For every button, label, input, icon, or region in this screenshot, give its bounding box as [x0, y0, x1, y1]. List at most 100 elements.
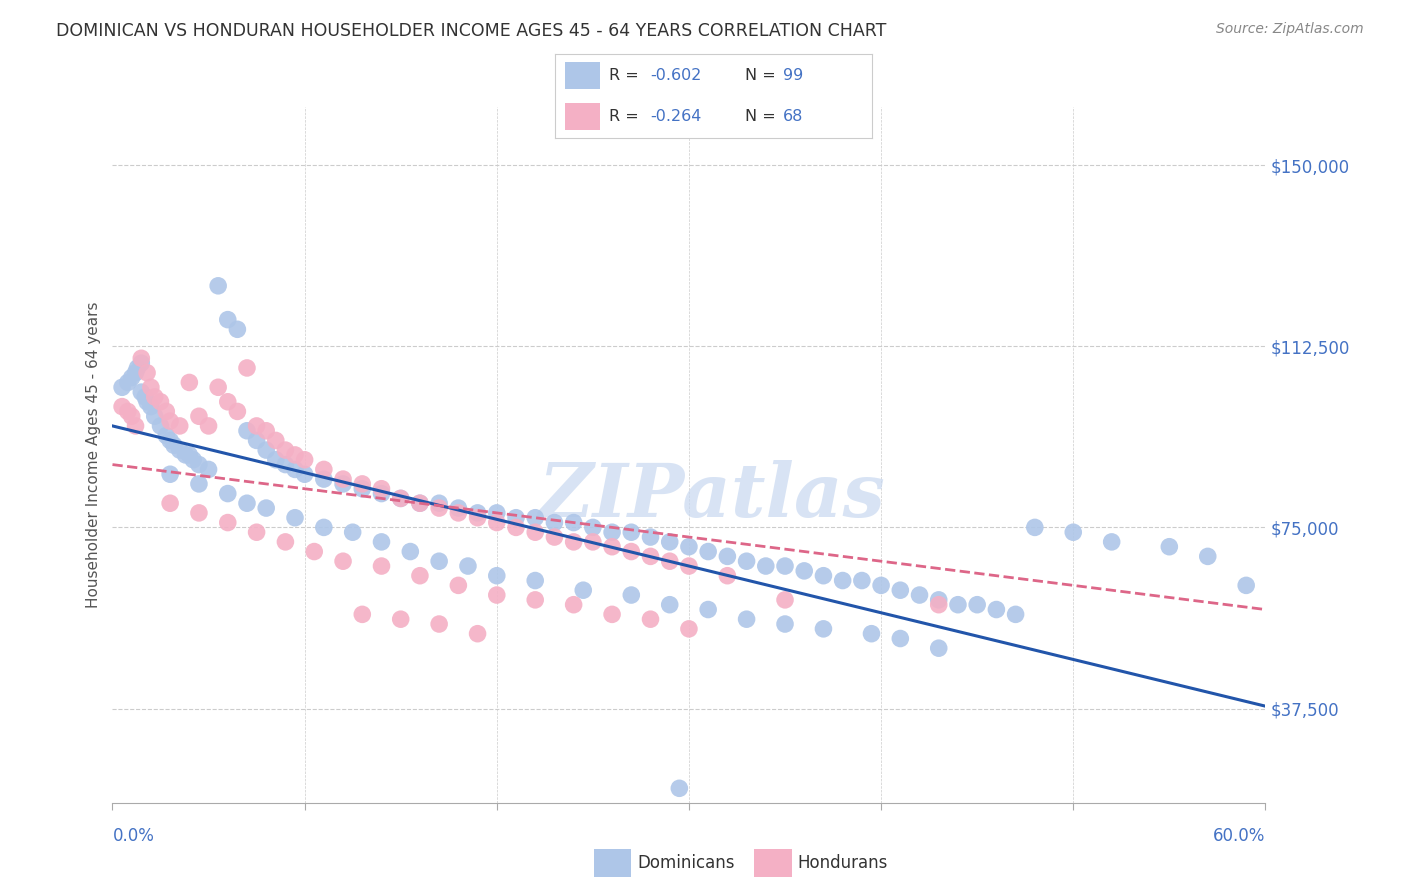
Point	[332, 476, 354, 491]
Point	[658, 598, 681, 612]
Point	[254, 443, 277, 458]
Point	[427, 554, 450, 568]
Text: ZIPatlas: ZIPatlas	[538, 460, 886, 533]
Point	[851, 574, 873, 588]
Text: N =: N =	[745, 68, 782, 83]
Text: R =: R =	[609, 109, 644, 124]
Text: 68: 68	[783, 109, 803, 124]
Point	[124, 419, 146, 434]
Point	[447, 506, 470, 520]
Point	[236, 424, 259, 438]
Point	[236, 361, 259, 376]
Point	[620, 544, 643, 558]
Y-axis label: Householder Income Ages 45 - 64 years: Householder Income Ages 45 - 64 years	[86, 301, 101, 608]
Point	[620, 525, 643, 540]
Point	[986, 602, 1008, 616]
Point	[127, 361, 149, 376]
Point	[467, 506, 489, 520]
Point	[562, 534, 585, 549]
Point	[457, 559, 479, 574]
Point	[134, 390, 156, 404]
Point	[121, 409, 143, 424]
Point	[524, 510, 547, 524]
Point	[813, 622, 835, 636]
Point	[274, 443, 297, 458]
Point	[966, 598, 988, 612]
Point	[181, 452, 204, 467]
Point	[409, 496, 432, 510]
Point	[352, 476, 374, 491]
Point	[117, 376, 139, 390]
Point	[813, 568, 835, 582]
Point	[169, 443, 191, 458]
Point	[312, 472, 335, 486]
Point	[524, 574, 547, 588]
Point	[284, 448, 307, 462]
Text: 0.0%: 0.0%	[112, 827, 155, 845]
Text: Dominicans: Dominicans	[637, 854, 734, 872]
Point	[139, 380, 162, 394]
Point	[600, 607, 623, 622]
Point	[447, 578, 470, 592]
Point	[370, 486, 392, 500]
Point	[1234, 578, 1257, 592]
Point	[427, 496, 450, 510]
Point	[370, 482, 392, 496]
Point	[129, 351, 153, 366]
Point	[562, 598, 585, 612]
Point	[1004, 607, 1026, 622]
Point	[174, 448, 197, 462]
Point	[658, 554, 681, 568]
Point	[197, 419, 219, 434]
Point	[427, 501, 450, 516]
Point	[447, 501, 470, 516]
Point	[389, 491, 412, 506]
Point	[485, 516, 508, 530]
Point	[399, 544, 422, 558]
Text: N =: N =	[745, 109, 782, 124]
Point	[640, 549, 662, 564]
Text: -0.602: -0.602	[650, 68, 702, 83]
Text: DOMINICAN VS HONDURAN HOUSEHOLDER INCOME AGES 45 - 64 YEARS CORRELATION CHART: DOMINICAN VS HONDURAN HOUSEHOLDER INCOME…	[56, 22, 887, 40]
Point	[543, 516, 565, 530]
Point	[697, 544, 720, 558]
Point	[217, 312, 239, 326]
Point	[264, 452, 287, 467]
Point	[860, 626, 883, 640]
Point	[294, 467, 316, 482]
Bar	[593, 849, 631, 877]
Bar	[755, 849, 792, 877]
Point	[716, 549, 738, 564]
Point	[716, 568, 738, 582]
Point	[169, 419, 191, 434]
Point	[870, 578, 893, 592]
Point	[1197, 549, 1219, 564]
Point	[217, 486, 239, 500]
Point	[312, 462, 335, 476]
Point	[1062, 525, 1084, 540]
Point	[370, 559, 392, 574]
Point	[485, 588, 508, 602]
Point	[332, 472, 354, 486]
Point	[143, 390, 166, 404]
Point	[197, 462, 219, 476]
Text: -0.264: -0.264	[650, 109, 702, 124]
Point	[121, 370, 143, 384]
Point	[1159, 540, 1181, 554]
Point	[187, 506, 211, 520]
Point	[640, 530, 662, 544]
Point	[111, 380, 134, 394]
Point	[409, 496, 432, 510]
Text: 99: 99	[783, 68, 803, 83]
Point	[129, 385, 153, 400]
Point	[889, 583, 911, 598]
Point	[755, 559, 778, 574]
Point	[735, 612, 758, 626]
Point	[207, 380, 229, 394]
Point	[524, 592, 547, 607]
Point	[284, 462, 307, 476]
Point	[187, 409, 211, 424]
Point	[179, 376, 201, 390]
Point	[485, 506, 508, 520]
Point	[582, 520, 605, 534]
